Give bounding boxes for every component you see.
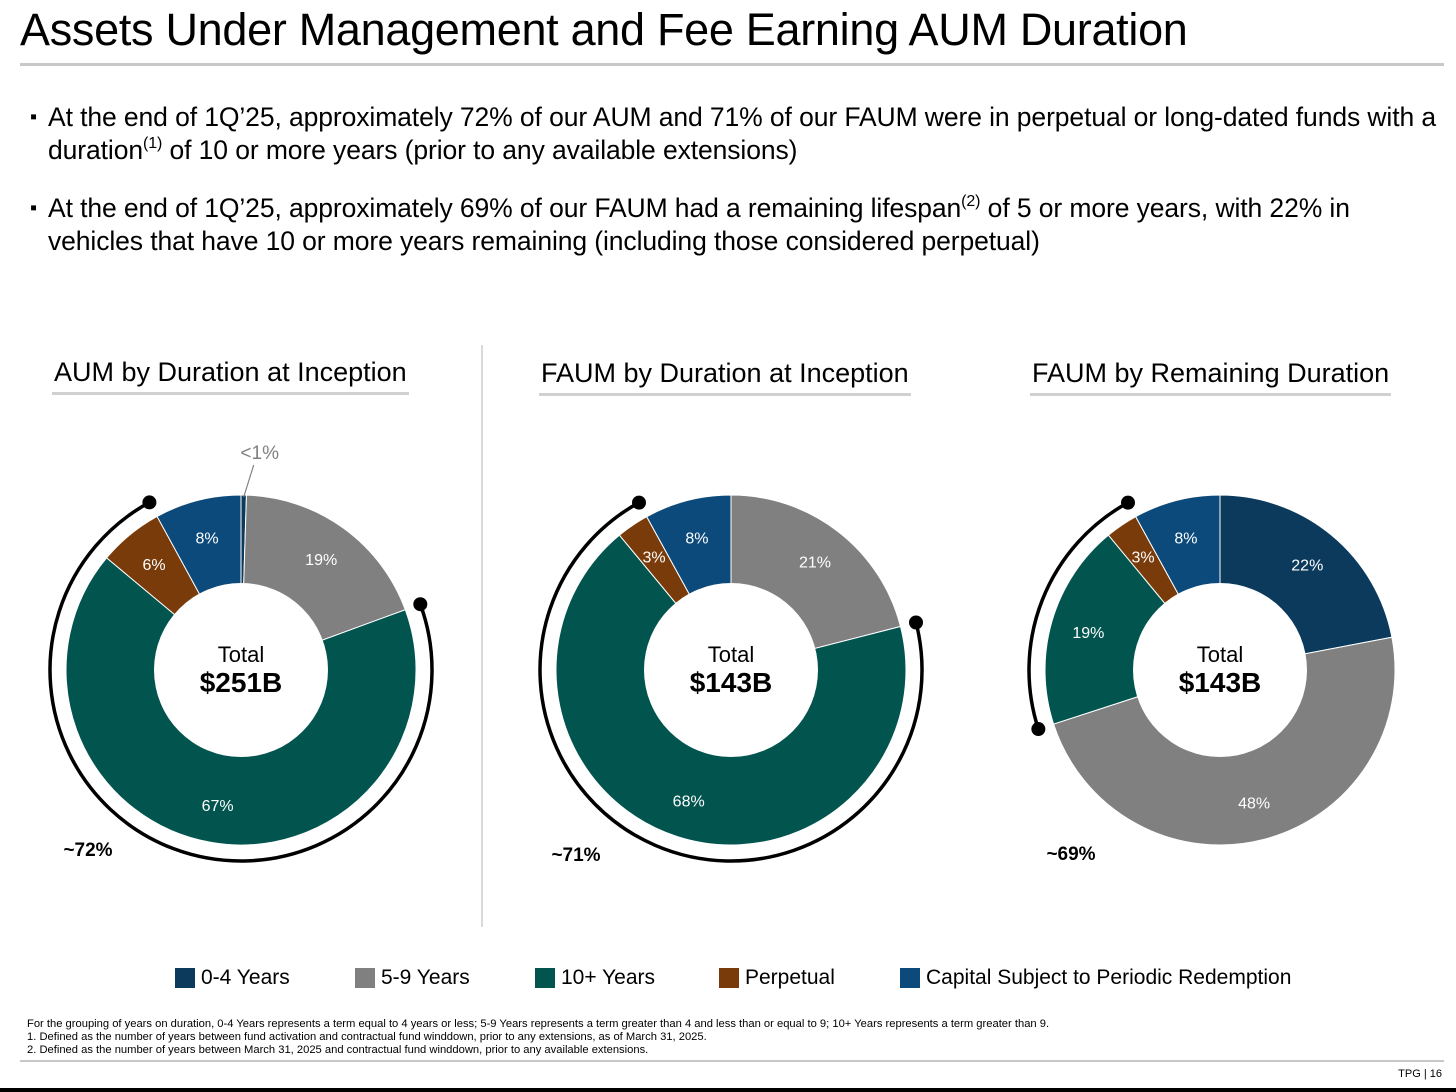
bracket-label: ~71% <box>551 845 600 866</box>
donut-hole <box>644 583 818 757</box>
donut-hole <box>1133 583 1307 757</box>
center-value: $143B <box>1179 667 1262 698</box>
footnote: 1. Defined as the number of years betwee… <box>27 1031 707 1043</box>
bottom-border <box>0 1088 1456 1092</box>
slice-label: 3% <box>642 550 665 567</box>
bracket-arc <box>48 500 434 863</box>
donut-hole <box>154 583 328 757</box>
legend-label: 0-4 Years <box>201 966 290 989</box>
slice-label: 68% <box>673 793 705 810</box>
slice-label: 21% <box>799 555 831 572</box>
legend-swatch <box>719 968 739 988</box>
legend-label: 10+ Years <box>561 966 656 989</box>
bullet-text-part: of 10 or more years (prior to any availa… <box>162 135 798 165</box>
bracket-end-dot <box>909 615 923 630</box>
bullet-text-part: At the end of 1Q’25, approximately 69% o… <box>48 193 962 223</box>
legend-item-0-4-years: 0-4 Years <box>175 966 290 990</box>
legend-swatch <box>535 968 555 988</box>
bullet-text: At the end of 1Q’25, approximately 69% o… <box>30 192 1450 258</box>
bullet-item: ▪ At the end of 1Q’25, approximately 69%… <box>30 192 1450 258</box>
slice-label: 8% <box>685 530 708 547</box>
slice-label: 8% <box>196 530 219 547</box>
bracket-arc <box>1027 501 1129 730</box>
bracket-label: ~69% <box>1046 844 1095 865</box>
bracket-label: ~72% <box>63 840 112 861</box>
bracket-end-dot <box>1031 722 1046 737</box>
legend-swatch <box>900 968 920 988</box>
chart-title-faum-inception: FAUM by Duration at Inception <box>539 358 911 396</box>
vertical-divider <box>481 345 483 927</box>
bullet-mark: ▪ <box>30 106 37 128</box>
footnote-ref: (2) <box>961 193 981 210</box>
footer-divider <box>20 1060 1444 1062</box>
chart-title-faum-remaining: FAUM by Remaining Duration <box>1030 358 1392 396</box>
legend-swatch <box>355 968 375 988</box>
legend-label: 5-9 Years <box>381 966 470 989</box>
slice-label: 8% <box>1174 530 1197 547</box>
slice-label: 19% <box>305 552 337 569</box>
bracket-end-dot <box>413 597 428 612</box>
callout-line <box>243 464 255 498</box>
bracket-arc <box>538 501 924 863</box>
center-label: Total <box>218 642 264 667</box>
bracket-end-dot <box>1120 495 1135 510</box>
legend-swatch <box>175 968 195 988</box>
legend-item-perpetual: Perpetual <box>719 966 835 990</box>
bullet-text-part: At the end of 1Q’25, approximately 72% o… <box>48 102 1437 165</box>
bullet-mark: ▪ <box>30 197 37 219</box>
bullet-text-part: of 5 or more years, with 22% in vehicles… <box>48 193 1350 256</box>
center-label: Total <box>708 642 754 667</box>
footnote: For the grouping of years on duration, 0… <box>27 1018 1050 1030</box>
legend-label: Capital Subject to Periodic Redemption <box>926 966 1292 989</box>
slice-label: 67% <box>202 798 234 815</box>
page-number: TPG | 16 <box>1398 1068 1442 1080</box>
title-divider <box>20 63 1444 66</box>
center-label: Total <box>1197 642 1243 667</box>
center-value: $251B <box>200 667 283 698</box>
donut-charts: <1%19%67%6%8%Total$251B~72%21%68%3%8%Tot… <box>48 443 1396 866</box>
slice-label-callout: <1% <box>240 443 279 464</box>
bullet-item: ▪ At the end of 1Q’25, approximately 72%… <box>30 101 1450 167</box>
slice-label: 19% <box>1072 625 1104 642</box>
bullet-text: At the end of 1Q’25, approximately 72% o… <box>30 101 1450 167</box>
center-value: $143B <box>690 667 773 698</box>
footnote: 2. Defined as the number of years betwee… <box>27 1044 649 1056</box>
legend-item-10-plus-years: 10+ Years <box>535 966 655 990</box>
footnote-ref: (1) <box>142 135 163 152</box>
chart-title-aum-inception: AUM by Duration at Inception <box>52 357 409 395</box>
legend: 0-4 Years 5-9 Years 10+ Years Perpetual … <box>0 966 1456 996</box>
bracket-end-dot <box>142 495 157 510</box>
slice-label: 6% <box>142 557 165 574</box>
slice-label: 48% <box>1238 796 1270 813</box>
legend-label: Perpetual <box>745 966 835 989</box>
bracket-end-dot <box>631 495 646 510</box>
legend-item-5-9-years: 5-9 Years <box>355 966 470 990</box>
slice-label: 22% <box>1291 557 1323 574</box>
page-title: Assets Under Management and Fee Earning … <box>20 4 1188 55</box>
legend-item-capital-subject-to-periodic-redemption: Capital Subject to Periodic Redemption <box>900 966 1291 990</box>
slice-label: 3% <box>1131 550 1154 567</box>
footnotes: For the grouping of years on duration, 0… <box>27 1018 1447 1057</box>
